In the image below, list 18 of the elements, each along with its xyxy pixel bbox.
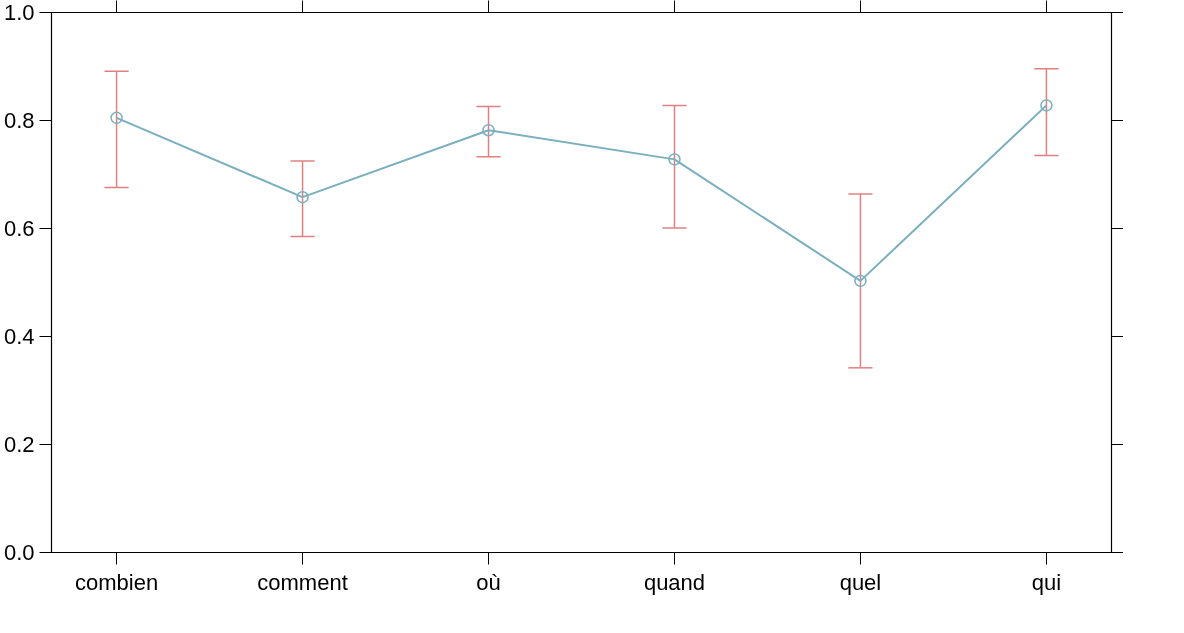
point bbox=[668, 153, 681, 166]
point bbox=[296, 190, 309, 204]
x-tick-label: comment bbox=[257, 569, 348, 595]
y-tick-label: 0.2 bbox=[3, 432, 35, 457]
x-tick-label: où bbox=[476, 569, 501, 595]
point bbox=[854, 274, 867, 288]
y-tick-label: 0.4 bbox=[3, 324, 35, 349]
y-tick-label: 0.8 bbox=[3, 108, 35, 133]
point bbox=[110, 111, 123, 125]
x-tick-label: quel bbox=[839, 569, 882, 595]
x-tick-label: quand bbox=[643, 569, 706, 595]
y-tick-label: 0.0 bbox=[3, 540, 35, 565]
y-tick-label: 0.6 bbox=[3, 216, 35, 241]
y-tick-label: 1.0 bbox=[3, 0, 35, 25]
point bbox=[1040, 99, 1053, 112]
x-tick-label: qui bbox=[1031, 569, 1062, 595]
x-tick-label: combien bbox=[75, 569, 159, 595]
point bbox=[482, 123, 495, 137]
